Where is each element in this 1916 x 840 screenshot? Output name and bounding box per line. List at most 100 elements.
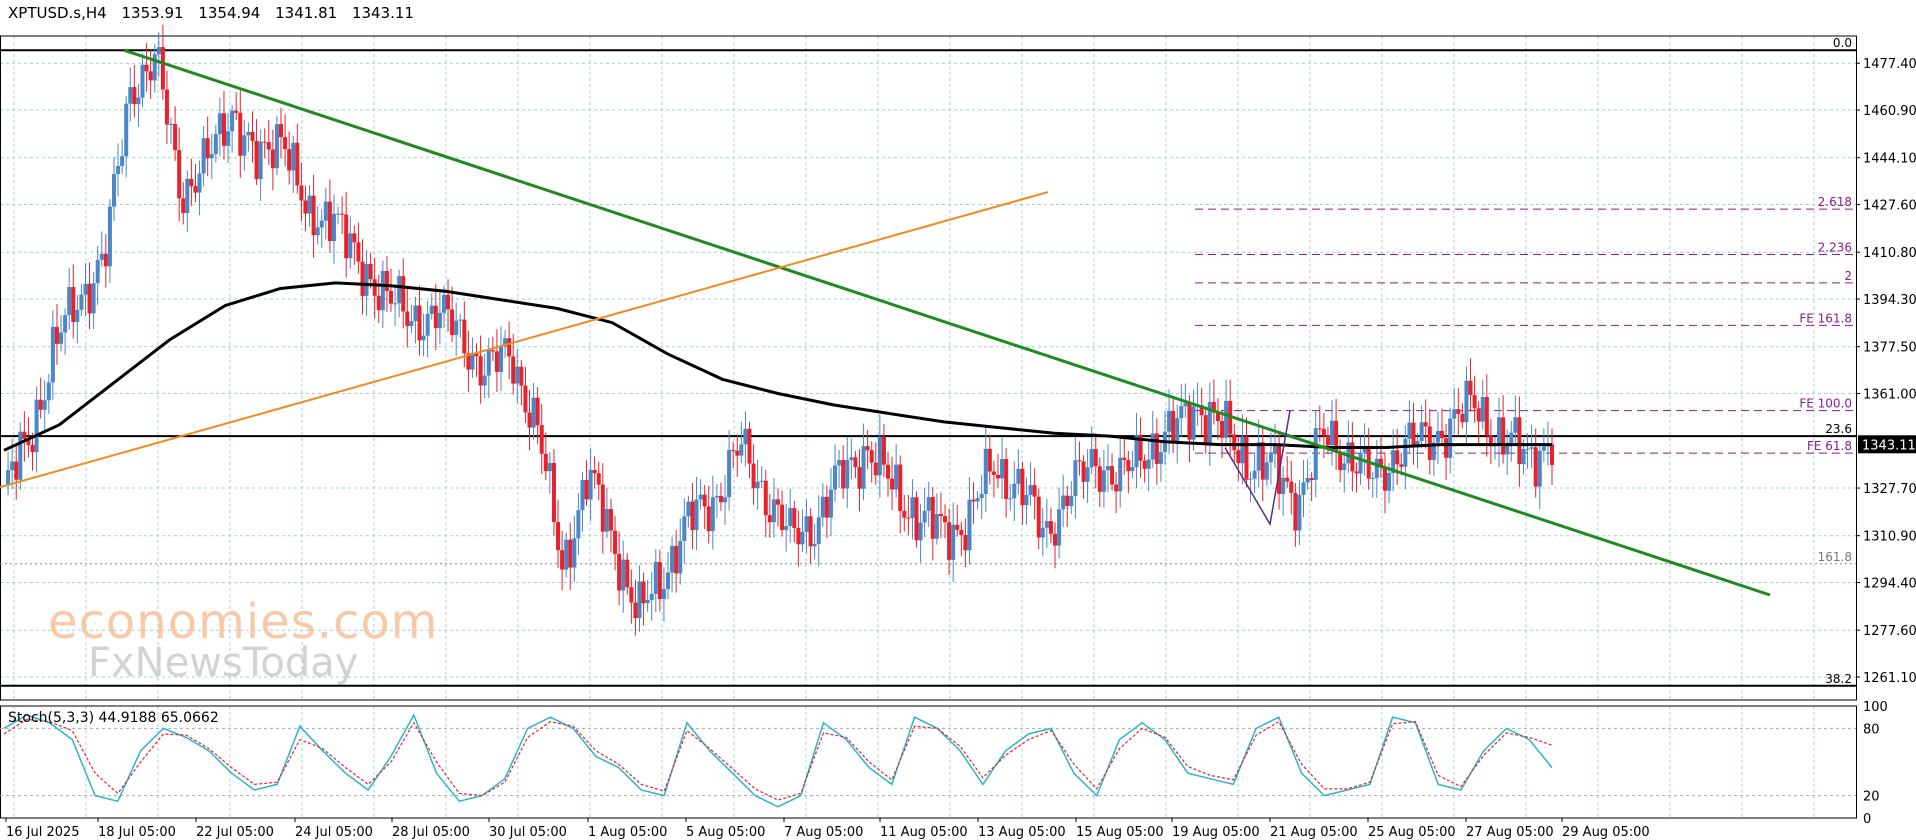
candle-bear xyxy=(1354,471,1359,474)
candle-bull xyxy=(1529,447,1534,449)
candle-bull xyxy=(727,450,732,498)
candle-bear xyxy=(327,201,332,242)
candle-bull xyxy=(1497,417,1502,445)
candle-bull xyxy=(1101,470,1106,492)
candle-bear xyxy=(1110,466,1115,485)
candle-bull xyxy=(564,539,569,570)
candle-bull xyxy=(1024,494,1029,506)
watermark-logo-bottom: FxNewsToday xyxy=(88,640,359,686)
x-tick-label: 16 Jul 2025 xyxy=(6,825,80,840)
x-tick-label: 19 Aug 05:00 xyxy=(1172,825,1260,840)
stoch-y-tick-label: 100 xyxy=(1863,700,1888,715)
candle-bear xyxy=(1382,467,1387,491)
candle-bull xyxy=(743,428,748,445)
candle-bear xyxy=(1220,421,1225,438)
candle-bear xyxy=(1244,436,1249,480)
candle-bull xyxy=(1183,403,1188,407)
candle-bull xyxy=(645,600,650,604)
candle-bull xyxy=(429,305,434,314)
candle-bull xyxy=(1000,459,1005,479)
stoch-title: Stoch(5,3,3) 44.9188 65.0662 xyxy=(8,710,219,726)
candle-bear xyxy=(930,497,935,539)
stoch-y-tick-label: 80 xyxy=(1863,722,1880,737)
candle-bear xyxy=(702,494,707,507)
candle-bull xyxy=(714,495,719,498)
candle-bear xyxy=(898,464,903,511)
candle-bull xyxy=(918,522,923,541)
candle-bear xyxy=(519,366,524,386)
x-tick-label: 25 Aug 05:00 xyxy=(1368,825,1456,840)
candle-bull xyxy=(686,501,691,517)
candle-bull xyxy=(788,508,793,527)
candle-bear xyxy=(340,213,345,215)
moving-average-line xyxy=(3,281,1552,452)
candle-bull xyxy=(503,338,508,347)
fib-level-label: 2.618 xyxy=(1818,195,1852,209)
candle-bull xyxy=(42,400,47,410)
candle-bull xyxy=(1089,449,1094,468)
candle-bull xyxy=(621,559,626,591)
candle-bear xyxy=(869,450,874,463)
candle-bear xyxy=(853,457,858,468)
candle-bear xyxy=(1036,496,1041,538)
candle-bull xyxy=(1521,448,1526,465)
x-tick-label: 1 Aug 05:00 xyxy=(588,825,667,840)
candle-bull xyxy=(1362,445,1367,453)
candle-bull xyxy=(967,499,972,551)
candle-bear xyxy=(1411,422,1416,448)
candle-bull xyxy=(1146,459,1151,469)
candle-bear xyxy=(1126,459,1131,472)
candle-bull xyxy=(1403,438,1408,467)
candle-bear xyxy=(352,233,357,243)
candle-bull xyxy=(1297,494,1302,531)
x-tick-label: 13 Aug 05:00 xyxy=(978,825,1066,840)
candle-bull xyxy=(1342,463,1347,471)
candle-bull xyxy=(739,444,744,456)
candle-bull xyxy=(1012,483,1017,499)
candle-bear xyxy=(600,484,605,532)
candle-bear xyxy=(527,412,532,428)
candle-bull xyxy=(710,497,715,532)
candle-bull xyxy=(50,326,55,383)
candle-bear xyxy=(568,539,573,568)
candle-bear xyxy=(902,510,907,518)
candle-bear xyxy=(556,522,561,551)
candle-bear xyxy=(181,198,186,214)
candle-bull xyxy=(649,593,654,601)
candle-bear xyxy=(368,263,373,280)
candle-bull xyxy=(979,493,984,499)
y-tick-label: 1427.60 xyxy=(1863,199,1916,214)
y-tick-label: 1394.30 xyxy=(1863,293,1916,308)
candle-bear xyxy=(763,480,768,516)
candle-bull xyxy=(315,227,320,236)
candle-bear xyxy=(1476,408,1481,422)
downtrend-line xyxy=(123,48,1771,597)
open-price: 1353.91 xyxy=(121,4,184,22)
candle-bear xyxy=(54,326,59,344)
candle-bull xyxy=(800,531,805,545)
current-price-label: 1343.11 xyxy=(1862,438,1916,453)
candle-bear xyxy=(356,242,361,262)
candle-bull xyxy=(666,572,671,590)
candle-bull xyxy=(588,469,593,500)
candle-bull xyxy=(1480,396,1485,422)
high-price: 1354.94 xyxy=(198,4,261,22)
candle-bull xyxy=(1105,466,1110,471)
candle-bear xyxy=(690,501,695,531)
candle-bull xyxy=(723,497,728,503)
candle-bull xyxy=(653,561,658,594)
candle-bear xyxy=(767,515,772,523)
candle-bull xyxy=(230,110,235,132)
candle-bull xyxy=(1175,418,1180,444)
candle-bear xyxy=(389,290,393,304)
candle-bear xyxy=(376,295,381,311)
candle-bull xyxy=(1419,422,1424,441)
candle-bear xyxy=(1114,484,1119,492)
candle-bear xyxy=(1484,396,1489,436)
x-tick-label: 21 Aug 05:00 xyxy=(1270,825,1358,840)
fib-level-label: 38.2 xyxy=(1825,672,1852,686)
candle-bull xyxy=(201,138,206,174)
candle-bear xyxy=(731,450,736,452)
candle-bull xyxy=(83,283,88,295)
